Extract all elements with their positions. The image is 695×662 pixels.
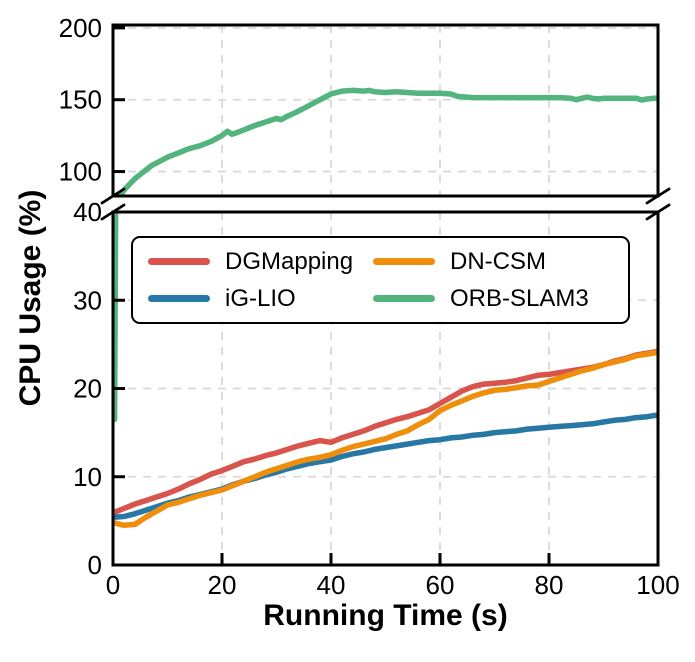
- legend-item-dgmapping: DGMapping: [148, 247, 373, 275]
- x-tick-label: 20: [208, 570, 237, 600]
- legend-box: DGMapping iG-LIO DN-CSM ORB-SLAM3: [131, 236, 630, 324]
- y-tick-label: 40: [73, 197, 102, 227]
- y-tick-label: 100: [59, 157, 102, 187]
- legend-item-dn-csm: DN-CSM: [373, 247, 624, 275]
- y-axis-title: CPU Usage (%): [14, 189, 47, 407]
- x-tick-label: 80: [535, 570, 564, 600]
- y-tick-label: 20: [73, 374, 102, 404]
- legend-swatch: [373, 295, 435, 302]
- legend-swatch: [148, 295, 210, 302]
- series-ig-lio: [113, 412, 658, 521]
- y-tick-label: 200: [59, 13, 102, 43]
- x-tick-label: 40: [317, 570, 346, 600]
- legend-swatch: [148, 258, 210, 265]
- y-tick-label: 150: [59, 85, 102, 115]
- y-tick-label: 30: [73, 285, 102, 315]
- axis-break-marks: [100, 187, 671, 221]
- legend-swatch: [373, 258, 435, 265]
- gridlines-upper: [113, 25, 658, 196]
- legend-item-ig-lio: iG-LIO: [148, 284, 373, 312]
- legend-label: DGMapping: [225, 247, 354, 275]
- legend-item-orb-slam3: ORB-SLAM3: [373, 284, 624, 312]
- x-tick-label: 100: [636, 570, 679, 600]
- y-tick-label: 0: [88, 550, 102, 580]
- plot-border-lower: [111, 210, 660, 567]
- series-orb-slam3-startup-spike: [113, 212, 119, 423]
- plot-border-upper: [111, 23, 660, 198]
- ticks-lower: [111, 210, 660, 567]
- series-dn-csm: [113, 349, 658, 529]
- x-tick-label: 0: [106, 570, 120, 600]
- x-tick-label: 60: [426, 570, 455, 600]
- legend-label: DN-CSM: [450, 247, 546, 275]
- legend-label: ORB-SLAM3: [450, 284, 589, 312]
- series-orb-slam3: [117, 87, 658, 196]
- curves-upper: [117, 87, 658, 196]
- legend-label: iG-LIO: [225, 284, 296, 312]
- x-axis-title: Running Time (s): [263, 599, 508, 632]
- curves-lower: [113, 212, 658, 529]
- ticks-upper: [114, 26, 125, 174]
- y-tick-label: 10: [73, 462, 102, 492]
- series-dgmapping: [113, 348, 658, 516]
